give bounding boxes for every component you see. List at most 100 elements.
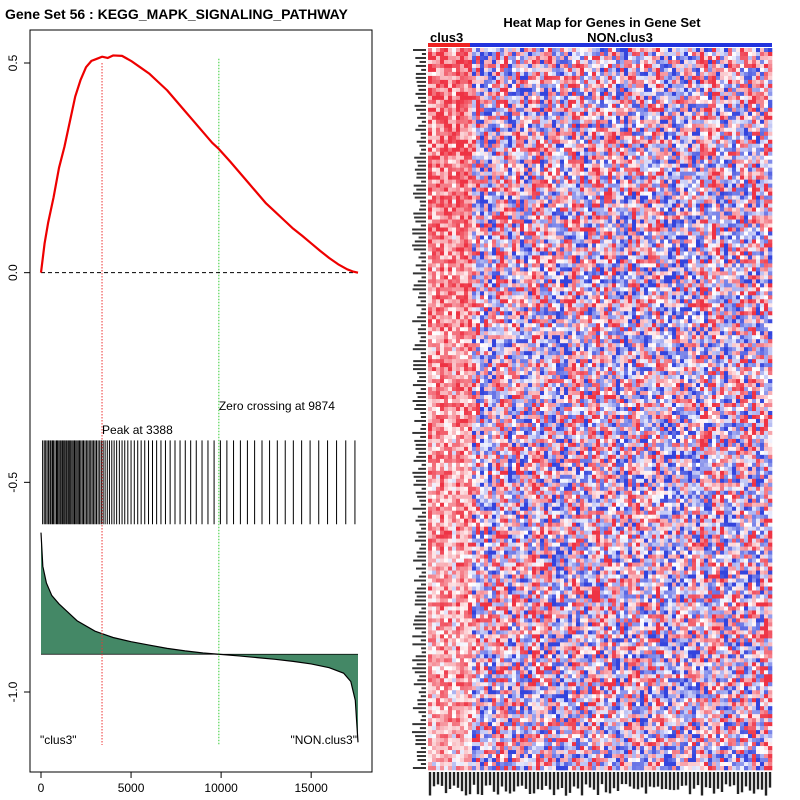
heatmap-row-label-mark — [414, 603, 426, 606]
heatmap-cell — [608, 259, 613, 264]
heatmap-cell — [632, 175, 637, 180]
heatmap-cell — [540, 99, 545, 105]
heatmap-cell — [712, 103, 717, 109]
heatmap-cell — [540, 48, 545, 53]
heatmap-cell — [720, 239, 725, 244]
heatmap-cell — [432, 135, 437, 141]
heatmap-cell — [728, 207, 733, 212]
heatmap-row-label-mark — [417, 759, 426, 762]
heatmap-cell — [636, 159, 641, 164]
heatmap-cell — [716, 119, 721, 125]
heatmap-cell — [632, 235, 637, 240]
heatmap-cell — [752, 119, 757, 125]
heatmap-cell — [652, 123, 657, 129]
heatmap-cell — [724, 175, 729, 180]
heatmap-cell — [560, 99, 565, 105]
corner-label-right: "NON.clus3" — [290, 733, 357, 747]
heatmap-cell — [500, 55, 505, 61]
heatmap-cell — [516, 95, 521, 101]
heatmap-cell — [440, 115, 445, 121]
heatmap-cell — [688, 251, 693, 256]
heatmap-cell — [568, 123, 573, 129]
heatmap-cell — [744, 259, 749, 264]
heatmap-cell — [616, 91, 621, 97]
heatmap-cell — [520, 135, 525, 141]
heatmap-cell — [568, 83, 573, 89]
heatmap-cell — [708, 63, 713, 69]
heatmap-cell — [544, 211, 549, 216]
heatmap-cell — [432, 59, 437, 65]
heatmap-cell — [712, 59, 717, 65]
heatmap-cell — [432, 195, 437, 200]
heatmap-cell — [692, 127, 697, 133]
heatmap-cell — [712, 83, 717, 89]
heatmap-cell — [660, 227, 665, 232]
heatmap-cell — [660, 215, 665, 220]
heatmap-row-label-mark — [420, 695, 426, 698]
heatmap-cell — [764, 48, 769, 53]
heatmap-cell — [496, 48, 501, 53]
heatmap-cell — [652, 215, 657, 220]
heatmap-cell — [560, 191, 565, 196]
heatmap-cell — [604, 239, 609, 244]
heatmap-cell — [700, 135, 705, 141]
heatmap-cell — [632, 123, 637, 129]
heatmap-cell — [488, 147, 493, 153]
heatmap-row-label-mark — [417, 372, 426, 375]
heatmap-cell — [576, 87, 581, 93]
heatmap-cell — [720, 155, 725, 160]
heatmap-cell — [732, 187, 737, 192]
heatmap-cell — [560, 59, 565, 65]
heatmap-cell — [496, 139, 501, 145]
heatmap-cell — [764, 235, 769, 240]
heatmap-cell — [528, 67, 533, 73]
heatmap-cell — [652, 231, 657, 236]
heatmap-cell — [760, 167, 765, 172]
heatmap-cell — [636, 179, 641, 184]
heatmap-cell — [464, 51, 469, 57]
heatmap-cell — [484, 195, 489, 200]
heatmap-cell — [452, 199, 457, 204]
heatmap-cell — [736, 99, 741, 105]
heatmap-cell — [604, 95, 609, 101]
heatmap-cell — [668, 103, 673, 109]
heatmap-cell — [672, 143, 677, 149]
heatmap-cell — [684, 207, 689, 212]
heatmap-cell — [508, 195, 513, 200]
heatmap-cell — [588, 71, 593, 77]
heatmap-cell — [668, 171, 673, 176]
heatmap-cell — [460, 59, 465, 65]
heatmap-cell — [496, 83, 501, 89]
heatmap-cell — [452, 211, 457, 216]
heatmap-cell — [560, 199, 565, 204]
heatmap-cell — [512, 191, 517, 196]
heatmap-cell — [692, 67, 697, 73]
heatmap-cell — [484, 259, 489, 264]
heatmap-cell — [752, 259, 757, 264]
heatmap-cell — [704, 103, 709, 109]
heatmap-cell — [664, 251, 669, 256]
heatmap-cell — [508, 171, 513, 176]
heatmap-cell — [448, 91, 453, 97]
heatmap-cell — [480, 211, 485, 216]
heatmap-cell — [464, 219, 469, 224]
heatmap-cell — [472, 51, 477, 57]
heatmap-cell — [732, 179, 737, 184]
heatmap-cell — [576, 151, 581, 156]
heatmap-cell — [476, 55, 481, 61]
heatmap-cell — [432, 155, 437, 160]
heatmap-cell — [528, 171, 533, 176]
heatmap-cell — [580, 83, 585, 89]
heatmap-cell — [648, 215, 653, 220]
heatmap-cell — [472, 123, 477, 129]
heatmap-cell — [620, 231, 625, 236]
heatmap-cell — [444, 251, 449, 256]
heatmap-cell — [712, 99, 717, 105]
heatmap-cell — [512, 107, 517, 113]
heatmap-cell — [672, 63, 677, 69]
heatmap-cell — [472, 251, 477, 256]
heatmap-cell — [492, 135, 497, 141]
heatmap-cell — [620, 223, 625, 228]
heatmap-cell — [608, 171, 613, 176]
heatmap-cell — [444, 91, 449, 97]
